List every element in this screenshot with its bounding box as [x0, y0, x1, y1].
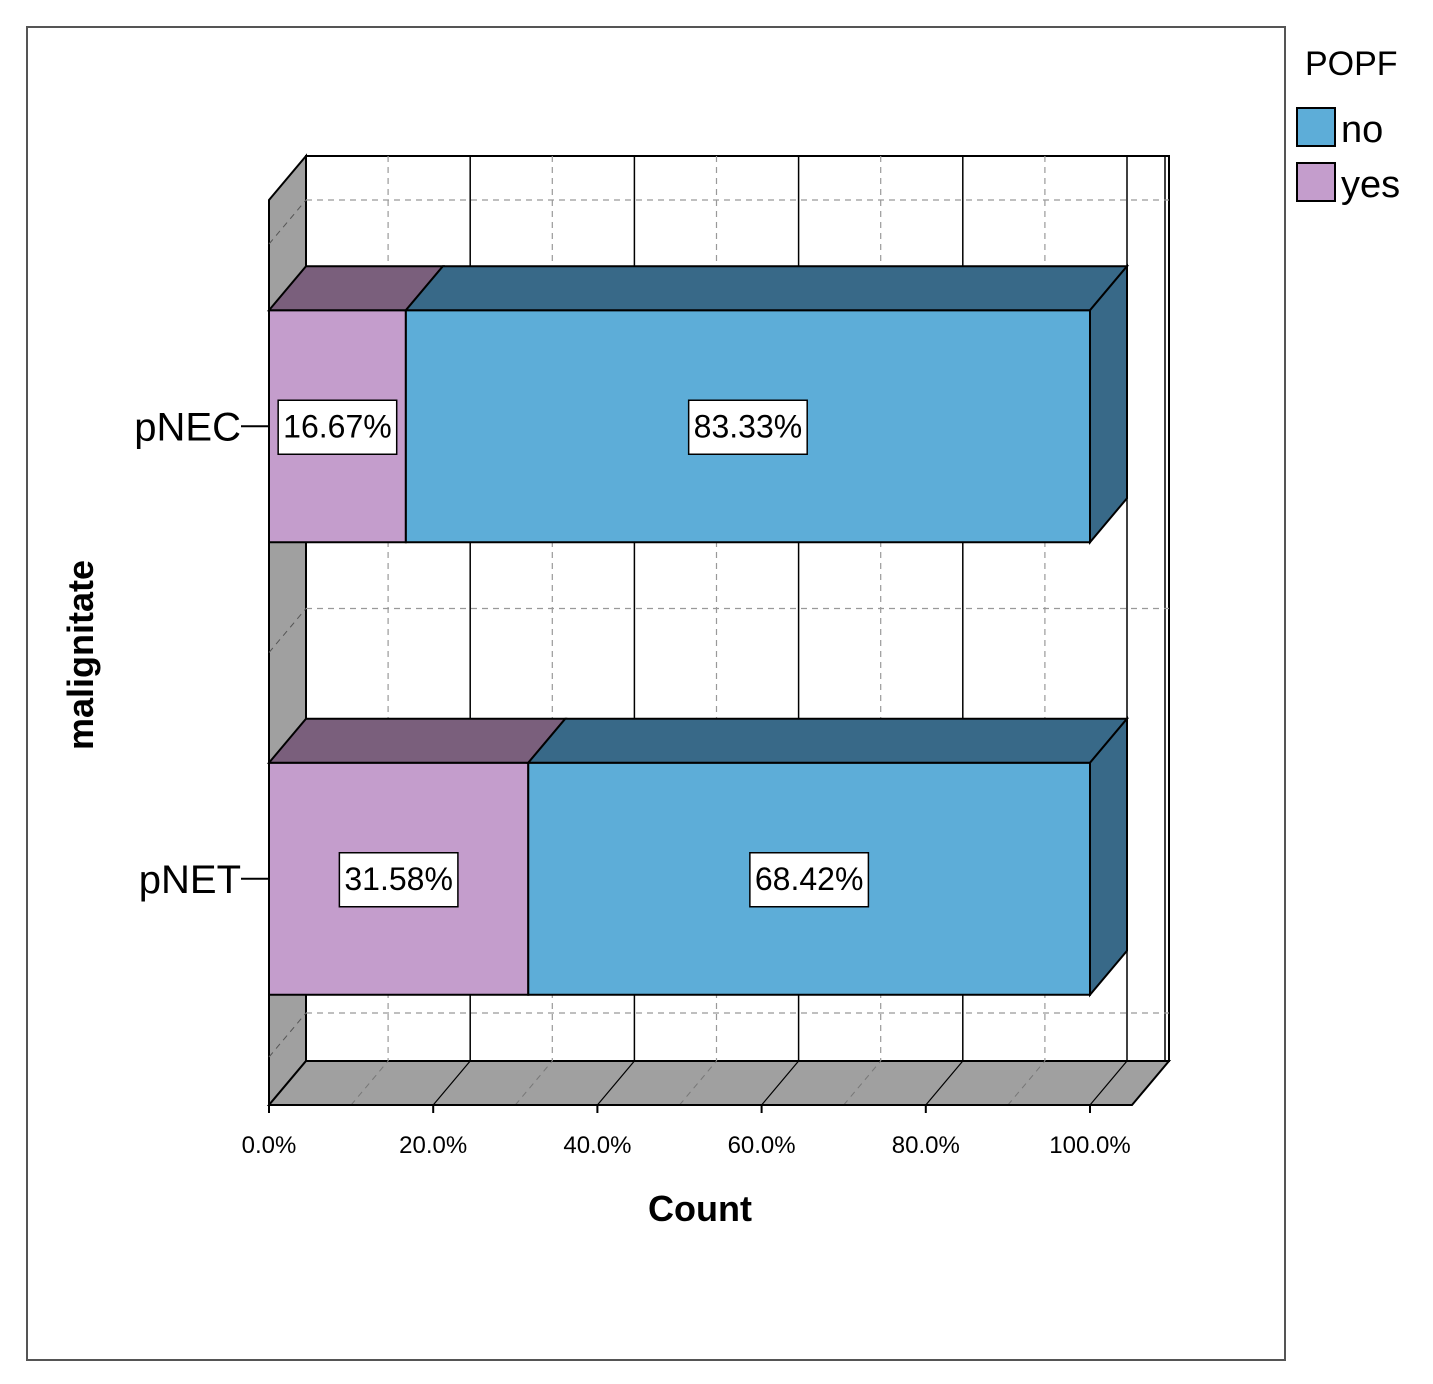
chart-frame [26, 26, 1286, 1361]
floor-grid-line [761, 1060, 800, 1106]
x-tick-label: 0.0% [242, 1132, 297, 1159]
y-axis-title: malignitate [60, 560, 101, 750]
data-label-yes-pNET: 31.58% [344, 861, 453, 897]
legend-label-no: no [1341, 109, 1383, 151]
wall-grid-line [268, 199, 307, 245]
floor-grid-line [1089, 1060, 1128, 1106]
category-label-pNEC: pNEC [134, 405, 241, 449]
floor-grid-line-minor [514, 1060, 553, 1106]
bar-side-pNET [1089, 716, 1128, 998]
floor [266, 1060, 1172, 1106]
x-tick-label: 100.0% [1049, 1132, 1130, 1159]
data-label-no-pNEC: 83.33% [694, 408, 803, 444]
floor-grid-line-minor [843, 1060, 882, 1106]
data-label-yes-pNEC: 16.67% [283, 408, 392, 444]
floor-grid-line [596, 1060, 635, 1106]
legend: POPF no yes [1296, 45, 1400, 206]
floor-grid-line-minor [1007, 1060, 1046, 1106]
data-label-box [338, 852, 459, 908]
data-label-box [749, 852, 870, 908]
bar-top-yes-pNET [266, 717, 568, 764]
bar-top-no-pNET [526, 717, 1130, 764]
data-label-no-pNET: 68.42% [755, 861, 864, 897]
data-label-box [277, 399, 398, 455]
floor-grid-line-minor [350, 1060, 389, 1106]
bar-top-no-pNEC [403, 265, 1130, 312]
category-label-pNET: pNET [139, 858, 241, 902]
legend-label-yes: yes [1341, 164, 1400, 206]
wall-grid-line [268, 608, 307, 653]
legend-title: POPF [1305, 45, 1398, 83]
bar-side-pNEC [1089, 263, 1128, 545]
x-tick-label: 20.0% [399, 1132, 467, 1159]
x-axis-title: Count [648, 1188, 752, 1229]
floor-grid-line [268, 1060, 307, 1106]
data-label-box [687, 399, 808, 455]
x-tick-label: 60.0% [728, 1132, 796, 1159]
floor-grid-line-minor [679, 1060, 717, 1106]
legend-swatch-yes [1296, 162, 1336, 202]
legend-swatch-no [1296, 107, 1336, 147]
x-tick-label: 80.0% [892, 1132, 960, 1159]
wall-grid-line [268, 1012, 307, 1058]
floor-grid-line [432, 1060, 471, 1106]
floor-grid-line [925, 1060, 964, 1106]
x-tick-label: 40.0% [563, 1132, 631, 1159]
